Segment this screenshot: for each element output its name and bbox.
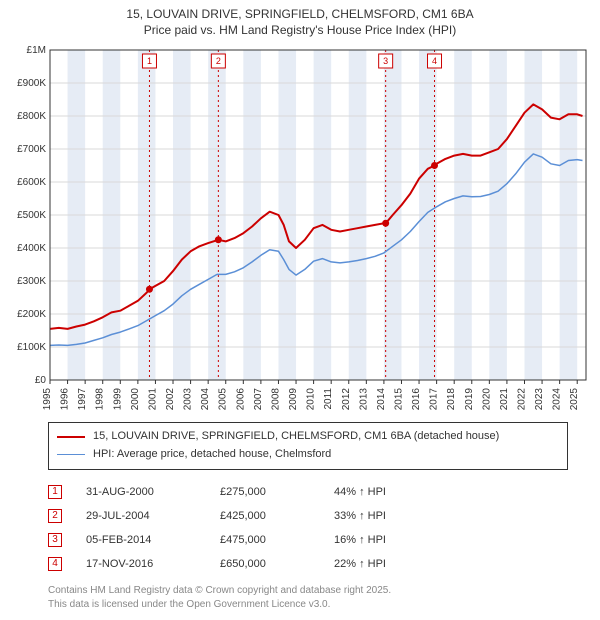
svg-text:£600K: £600K xyxy=(17,177,46,188)
title-line-1: 15, LOUVAIN DRIVE, SPRINGFIELD, CHELMSFO… xyxy=(8,6,592,22)
svg-text:2012: 2012 xyxy=(341,388,352,411)
svg-text:2005: 2005 xyxy=(218,388,229,411)
transaction-hpi-delta: 44% ↑ HPI xyxy=(334,480,454,504)
svg-text:£700K: £700K xyxy=(17,144,46,155)
svg-text:2002: 2002 xyxy=(165,388,176,411)
svg-text:£500K: £500K xyxy=(17,210,46,221)
transaction-row: 4 17-NOV-2016 £650,000 22% ↑ HPI xyxy=(48,552,568,576)
transaction-row: 1 31-AUG-2000 £275,000 44% ↑ HPI xyxy=(48,480,568,504)
svg-text:2: 2 xyxy=(216,56,221,66)
transaction-marker: 3 xyxy=(48,533,62,547)
footer: Contains HM Land Registry data © Crown c… xyxy=(48,584,592,612)
svg-text:2013: 2013 xyxy=(358,388,369,411)
svg-text:2001: 2001 xyxy=(147,388,158,411)
svg-text:2008: 2008 xyxy=(270,388,281,411)
transaction-price: £650,000 xyxy=(220,552,310,576)
legend-swatch xyxy=(57,436,85,438)
svg-text:2017: 2017 xyxy=(429,388,440,411)
svg-text:2016: 2016 xyxy=(411,388,422,411)
svg-text:2006: 2006 xyxy=(235,388,246,411)
svg-text:2000: 2000 xyxy=(130,388,141,411)
transaction-row: 3 05-FEB-2014 £475,000 16% ↑ HPI xyxy=(48,528,568,552)
svg-text:2018: 2018 xyxy=(446,388,457,411)
svg-text:£200K: £200K xyxy=(17,309,46,320)
svg-text:2021: 2021 xyxy=(499,388,510,411)
transaction-date: 17-NOV-2016 xyxy=(86,552,196,576)
svg-text:2025: 2025 xyxy=(569,388,580,411)
transaction-date: 29-JUL-2004 xyxy=(86,504,196,528)
svg-text:£100K: £100K xyxy=(17,342,46,353)
svg-text:2003: 2003 xyxy=(183,388,194,411)
legend-row: HPI: Average price, detached house, Chel… xyxy=(57,446,559,464)
svg-text:2019: 2019 xyxy=(464,388,475,411)
transaction-price: £275,000 xyxy=(220,480,310,504)
transaction-hpi-delta: 22% ↑ HPI xyxy=(334,552,454,576)
svg-text:£800K: £800K xyxy=(17,111,46,122)
legend-label: 15, LOUVAIN DRIVE, SPRINGFIELD, CHELMSFO… xyxy=(93,428,499,446)
svg-text:1997: 1997 xyxy=(77,388,88,411)
transaction-hpi-delta: 16% ↑ HPI xyxy=(334,528,454,552)
svg-text:4: 4 xyxy=(432,56,437,66)
chart-title: 15, LOUVAIN DRIVE, SPRINGFIELD, CHELMSFO… xyxy=(8,6,592,38)
price-chart: 1 2 3 4 £0 £100K £200K £300K £400K £500K £600K £700… xyxy=(8,44,592,414)
svg-text:£1M: £1M xyxy=(27,45,46,56)
legend-label: HPI: Average price, detached house, Chel… xyxy=(93,446,331,464)
chart-svg: 1 2 3 4 £0 £100K £200K £300K £400K £500K £600K £700… xyxy=(8,44,592,414)
svg-text:2010: 2010 xyxy=(306,388,317,411)
transaction-marker: 4 xyxy=(48,557,62,571)
svg-text:£0: £0 xyxy=(35,375,47,386)
transaction-row: 2 29-JUL-2004 £425,000 33% ↑ HPI xyxy=(48,504,568,528)
svg-text:2011: 2011 xyxy=(323,388,334,410)
svg-text:2007: 2007 xyxy=(253,388,264,411)
svg-text:2024: 2024 xyxy=(552,388,563,411)
svg-text:2009: 2009 xyxy=(288,388,299,411)
legend: 15, LOUVAIN DRIVE, SPRINGFIELD, CHELMSFO… xyxy=(48,422,568,469)
transaction-date: 31-AUG-2000 xyxy=(86,480,196,504)
svg-text:3: 3 xyxy=(383,56,388,66)
transaction-marker: 1 xyxy=(48,485,62,499)
footer-line-1: Contains HM Land Registry data © Crown c… xyxy=(48,584,592,598)
svg-text:2022: 2022 xyxy=(516,388,527,411)
page: 15, LOUVAIN DRIVE, SPRINGFIELD, CHELMSFO… xyxy=(0,0,600,618)
svg-text:£400K: £400K xyxy=(17,243,46,254)
legend-swatch xyxy=(57,454,85,455)
svg-text:1996: 1996 xyxy=(60,388,71,411)
svg-text:1995: 1995 xyxy=(42,388,53,411)
transaction-price: £475,000 xyxy=(220,528,310,552)
svg-text:2014: 2014 xyxy=(376,388,387,411)
svg-text:2020: 2020 xyxy=(481,388,492,411)
svg-text:£900K: £900K xyxy=(17,78,46,89)
svg-text:2015: 2015 xyxy=(393,388,404,411)
footer-line-2: This data is licensed under the Open Gov… xyxy=(48,598,592,612)
legend-row: 15, LOUVAIN DRIVE, SPRINGFIELD, CHELMSFO… xyxy=(57,428,559,446)
title-line-2: Price paid vs. HM Land Registry's House … xyxy=(8,22,592,38)
svg-text:2004: 2004 xyxy=(200,388,211,411)
svg-text:1998: 1998 xyxy=(95,388,106,411)
svg-text:£300K: £300K xyxy=(17,276,46,287)
transaction-hpi-delta: 33% ↑ HPI xyxy=(334,504,454,528)
svg-text:2023: 2023 xyxy=(534,388,545,411)
transaction-price: £425,000 xyxy=(220,504,310,528)
transaction-date: 05-FEB-2014 xyxy=(86,528,196,552)
svg-text:1999: 1999 xyxy=(112,388,123,411)
transaction-marker: 2 xyxy=(48,509,62,523)
transactions-table: 1 31-AUG-2000 £275,000 44% ↑ HPI 2 29-JUL-200… xyxy=(48,480,568,577)
svg-text:1: 1 xyxy=(147,56,152,66)
